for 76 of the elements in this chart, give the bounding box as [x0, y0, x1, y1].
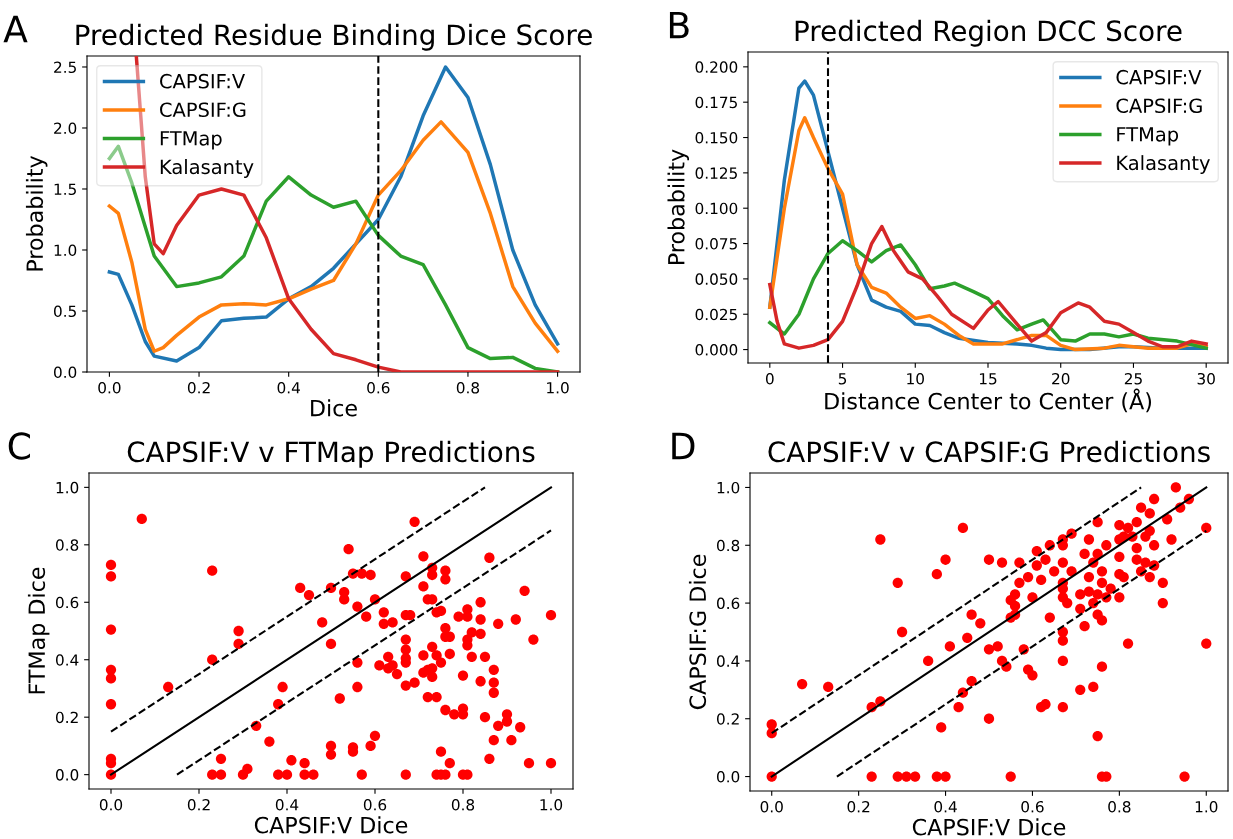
x-tick-label: 0.4 [934, 800, 957, 813]
x-tick-label: 0.0 [760, 800, 783, 813]
text: A [3, 15, 28, 43]
y-tick-label: 1.0 [717, 481, 740, 494]
y-tick-label: 2.0 [54, 122, 77, 135]
x-axis-title: CAPSIF:V Dice [254, 816, 408, 834]
x-axis-title: CAPSIF:V Dice [912, 818, 1066, 836]
legend-label: CAPSIF:V [1116, 69, 1202, 85]
x-tick-label: 1.0 [1195, 800, 1218, 813]
y-tick-label: 0.4 [716, 655, 740, 667]
y-tick-label: 0.2 [55, 711, 78, 724]
legend-label: CAPSIF:V [160, 73, 245, 89]
y-tick-label: 2.5 [54, 61, 76, 73]
x-tick-label: 0.0 [99, 798, 123, 811]
x-tick-label: 0.2 [187, 798, 210, 811]
legend-label: CAPSIF:G [1116, 98, 1202, 114]
x-tick-label: 0.8 [1108, 800, 1131, 813]
line-series [107, 120, 560, 353]
y-tick-label: 0.175 [695, 96, 737, 109]
y-tick-label: 1.5 [54, 183, 76, 196]
x-tick-label: 25 [1124, 372, 1142, 385]
y-tick-label: 0.8 [55, 539, 79, 551]
y-tick-label: 0.6 [55, 596, 79, 609]
text: B [669, 11, 689, 39]
legend-label: Kalasanty [1117, 155, 1210, 174]
legend-label: FTMap [1117, 127, 1179, 146]
y-axis-title: Probability [667, 149, 689, 265]
x-tick-label: 30 [1197, 372, 1215, 385]
x-tick-label: 1.0 [540, 798, 563, 811]
y-tick-label: 0.075 [695, 238, 737, 250]
y-tick-label: 0.150 [695, 131, 738, 144]
x-tick-label: 0.4 [275, 798, 299, 811]
x-axis-title: Dice [311, 399, 357, 417]
y-tick-label: 0.000 [695, 344, 738, 356]
chart-title: Predicted Region DCC Score [795, 19, 1182, 47]
y-tick-label: 0.050 [695, 273, 738, 285]
x-tick-label: 0.2 [847, 800, 870, 813]
chart-title: CAPSIF:V v FTMap Predictions [127, 440, 535, 468]
x-tick-label: 15 [979, 373, 997, 385]
chart-title: CAPSIF:V v CAPSIF:G Predictions [768, 440, 1210, 463]
x-tick-label: 0.6 [367, 381, 390, 394]
y-axis-title: CAPSIF:G Dice [688, 554, 707, 710]
x-tick-label: 5 [838, 373, 847, 385]
text: D [672, 432, 695, 460]
legend-label: CAPSIF:G [160, 102, 246, 118]
y-tick-label: 0.6 [716, 597, 740, 610]
y-tick-label: 0.0 [716, 771, 740, 783]
x-tick-label: 0.4 [277, 381, 300, 394]
chart-title: Predicted Residue Binding Dice Score [76, 23, 592, 51]
x-tick-label: 0.0 [98, 381, 121, 394]
y-axis-title: Probability [25, 155, 48, 271]
y-tick-label: 1.0 [54, 244, 77, 257]
x-tick-label: 1.0 [547, 381, 569, 394]
legend-label: FTMap [160, 131, 222, 150]
x-tick-label: 10 [907, 372, 924, 385]
text: C [8, 432, 30, 460]
x-tick-label: 20 [1052, 372, 1070, 385]
x-tick-label: 0 [765, 372, 774, 385]
legend-label: Kalasanty [160, 159, 254, 178]
x-tick-label: 0.8 [451, 798, 475, 811]
y-tick-label: 0.2 [716, 713, 739, 725]
y-tick-label: 0.0 [55, 769, 79, 781]
x-tick-label: 0.6 [363, 798, 387, 811]
y-axis-title: FTMap Dice [27, 567, 50, 694]
y-tick-label: 0.100 [695, 202, 738, 215]
x-axis-title: Distance Center to Center (Å) [825, 388, 1152, 413]
y-tick-label: 0.4 [55, 654, 79, 666]
y-tick-label: 0.125 [695, 167, 737, 179]
y-tick-label: 0.5 [53, 305, 76, 318]
y-tick-label: 0.200 [695, 61, 738, 73]
x-tick-label: 0.6 [1021, 800, 1044, 813]
x-tick-label: 0.8 [456, 381, 480, 394]
x-tick-label: 0.2 [187, 381, 210, 394]
y-tick-label: 0.025 [695, 308, 737, 321]
y-tick-label: 1.0 [56, 481, 79, 494]
y-tick-label: 0.8 [716, 539, 740, 552]
